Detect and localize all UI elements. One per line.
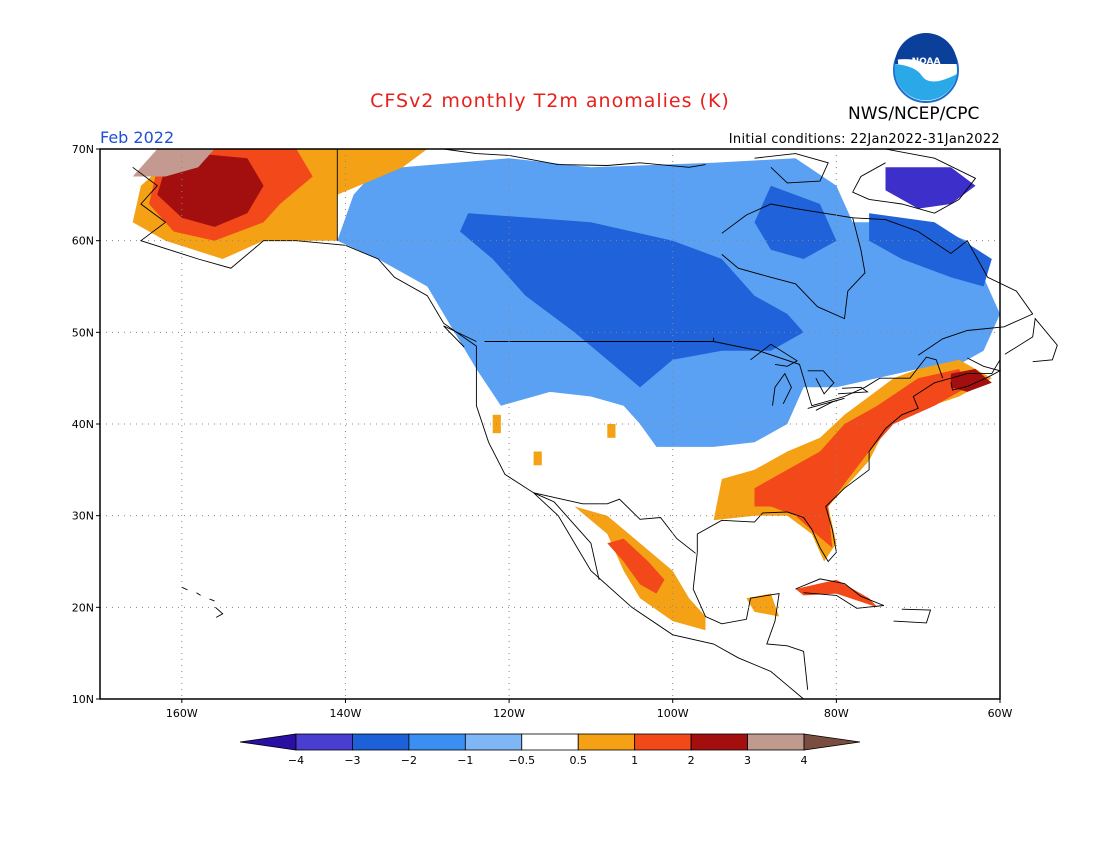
lon-tick-label: 100W	[657, 707, 689, 720]
svg-text:NOAA: NOAA	[912, 57, 941, 67]
colorbar-bin	[521, 733, 579, 751]
region-labrador-cold	[869, 213, 992, 287]
colorbar-bin	[803, 733, 861, 751]
colorbar-label: −2	[401, 754, 417, 767]
colorbar-bin	[295, 733, 353, 751]
colorbar-label: 1	[631, 754, 638, 767]
lat-tick-label: 10N	[72, 693, 94, 706]
colorbar-label: −4	[288, 754, 304, 767]
colorbar-label: 3	[744, 754, 751, 767]
chart-title: CFSv2 monthly T2m anomalies (K)	[370, 90, 730, 112]
region-arizona-warm-patch	[607, 424, 616, 438]
noaa-logo: NOAA	[893, 33, 959, 103]
colorbar-bin	[464, 733, 523, 751]
region-yucatan-warm	[746, 593, 780, 617]
colorbar-bin	[690, 733, 748, 751]
region-alaska-very-warm	[157, 153, 264, 227]
coastlines	[132, 148, 1058, 700]
gridlines	[100, 149, 1000, 699]
colorbar: −4 −3 −2 −1 −0.5 0.5 1 2 3 4	[239, 733, 861, 767]
colorbar-label: 2	[688, 754, 695, 767]
colorbar-bin	[408, 733, 466, 751]
colorbar-label: 0.5	[569, 754, 587, 767]
lat-tick-label: 70N	[72, 143, 94, 156]
lat-tick-label: 50N	[72, 326, 94, 339]
region-baffin-strong-cold	[885, 167, 976, 209]
colorbar-bin	[352, 733, 410, 751]
colorbar-label: −0.5	[508, 754, 535, 767]
lon-tick-label: 80W	[824, 707, 849, 720]
lat-tick-label: 40N	[72, 418, 94, 431]
anomaly-regions	[132, 149, 1000, 631]
lon-tick-label: 160W	[166, 707, 198, 720]
lon-tick-label: 120W	[493, 707, 525, 720]
lon-tick-label: 140W	[330, 707, 362, 720]
region-eastern-us-strong-warm	[754, 369, 968, 548]
agency-label: NWS/NCEP/CPC	[848, 104, 980, 124]
forecast-month: Feb 2022	[100, 128, 175, 147]
colorbar-bin	[747, 733, 805, 751]
colorbar-label: 4	[801, 754, 808, 767]
colorbar-bin	[239, 733, 297, 751]
colorbar-bin	[634, 733, 692, 751]
lat-tick-label: 60N	[72, 235, 94, 248]
colorbar-bin	[577, 733, 636, 751]
region-canada-strong-cold-core	[460, 213, 804, 388]
region-mexico-strong-warm	[607, 538, 665, 594]
region-alaska-extreme-warm	[132, 149, 215, 177]
lat-tick-label: 20N	[72, 601, 94, 614]
region-nevada-warm-patch	[533, 451, 542, 466]
region-hudson-bay-cold	[754, 185, 837, 259]
colorbar-label: −1	[457, 754, 473, 767]
lon-tick-label: 60W	[988, 707, 1013, 720]
lat-tick-label: 30N	[72, 510, 94, 523]
region-nova-scotia-very-warm	[950, 369, 992, 392]
colorbar-label: −3	[344, 754, 360, 767]
axis-ticks: 160W 140W 120W 100W 80W 60W 10N 20N 30N 40N 50N 60N…	[72, 143, 1013, 720]
initial-conditions: Initial conditions: 22Jan2022-31Jan2022	[728, 132, 1000, 147]
